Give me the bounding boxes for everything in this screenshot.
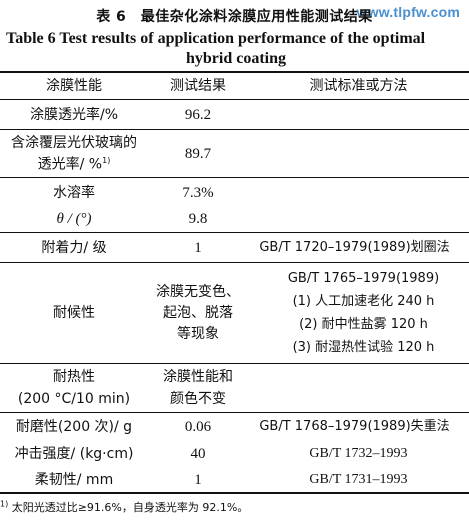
- cell-property: 耐候性: [53, 305, 95, 321]
- cell-result: 89.7: [184, 145, 212, 162]
- property-line: 透光率/ %1): [38, 152, 111, 174]
- row-rule: [0, 412, 469, 413]
- property-line: 耐热性: [53, 369, 95, 385]
- cell-property: 柔韧性/ mm: [34, 471, 114, 488]
- caption-english-line-2: hybrid coating: [185, 50, 286, 67]
- cell-result: 40: [190, 446, 206, 462]
- cell-result: 7.3%: [182, 185, 214, 201]
- property-line: (200 °C/10 min): [17, 391, 131, 407]
- footnote: 1) 太阳光透过比≥91.6%，自身透光率为 92.1%。: [0, 499, 469, 515]
- result-line: 颜色不变: [170, 391, 226, 407]
- row-rule: [0, 177, 469, 178]
- footnote-marker: 1): [102, 155, 111, 165]
- cell-result: 涂膜无变色、 起泡、脱落 等现象: [148, 263, 248, 363]
- cell-property: 耐热性 (200 °C/10 min): [0, 364, 148, 412]
- row-rule: [0, 262, 469, 263]
- cell-property: 附着力/ 级: [41, 239, 107, 256]
- header-method: 测试标准或方法: [309, 77, 408, 94]
- cell-result: 1: [194, 471, 202, 488]
- result-line: 涂膜性能和: [163, 369, 233, 385]
- row-rule: [0, 232, 469, 233]
- footnote-marker: 1): [0, 499, 9, 509]
- table-caption-english: Table 6 Test results of application perf…: [6, 29, 466, 69]
- cell-method: GB/T 1768–1979(1989)失重法: [259, 419, 450, 434]
- cell-method: GB/T 1765–1979(1989) (1) 人工加速老化 240 h (2…: [258, 263, 469, 363]
- cell-property: θ / (°): [56, 211, 92, 227]
- cell-property: 涂膜透光率/%: [29, 106, 119, 123]
- caption-english-line-1: Table 6 Test results of application perf…: [6, 30, 426, 47]
- cell-result: 0.06: [184, 419, 212, 435]
- cell-property: 水溶率: [53, 185, 95, 201]
- bottom-rule: [0, 492, 469, 494]
- method-line: (2) 耐中性盐雾 120 h: [299, 317, 428, 332]
- cell-result: 涂膜性能和 颜色不变: [148, 364, 248, 412]
- footnote-text: 太阳光透过比≥91.6%，自身透光率为 92.1%。: [11, 501, 249, 514]
- row-rule: [0, 363, 469, 364]
- cell-result: 1: [194, 239, 202, 256]
- row-rule: [0, 129, 469, 130]
- cell-result: 96.2: [184, 106, 212, 123]
- result-line: 起泡、脱落: [163, 304, 233, 321]
- result-line: 涂膜无变色、: [156, 283, 240, 300]
- cell-result: 9.8: [188, 211, 208, 227]
- header-rule: [0, 99, 469, 100]
- cell-method: GB/T 1731–1993: [309, 471, 408, 487]
- property-line: 含涂覆层光伏玻璃的: [11, 134, 137, 151]
- method-line: (3) 耐湿热性试验 120 h: [292, 340, 435, 355]
- table-caption-chinese: 表 6 最佳杂化涂料涂膜应用性能测试结果: [96, 9, 373, 25]
- header-property: 涂膜性能: [46, 77, 102, 94]
- top-rule: [0, 71, 469, 73]
- cell-property: 含涂覆层光伏玻璃的 透光率/ %1): [0, 130, 148, 177]
- cell-method: GB/T 1732–1993: [309, 446, 408, 461]
- result-line: 等现象: [177, 325, 219, 342]
- cell-property: 冲击强度/ (kg·cm): [14, 446, 134, 462]
- watermark: www.tlpfw.com: [353, 4, 463, 20]
- method-line: (1) 人工加速老化 240 h: [292, 294, 435, 309]
- cell-method: GB/T 1720–1979(1989)划圈法: [259, 239, 450, 255]
- method-line: GB/T 1765–1979(1989): [287, 271, 440, 286]
- property-text: 透光率/ %: [37, 156, 103, 173]
- cell-property: 耐磨性(200 次)/ g: [15, 419, 133, 435]
- header-result: 测试结果: [170, 77, 226, 94]
